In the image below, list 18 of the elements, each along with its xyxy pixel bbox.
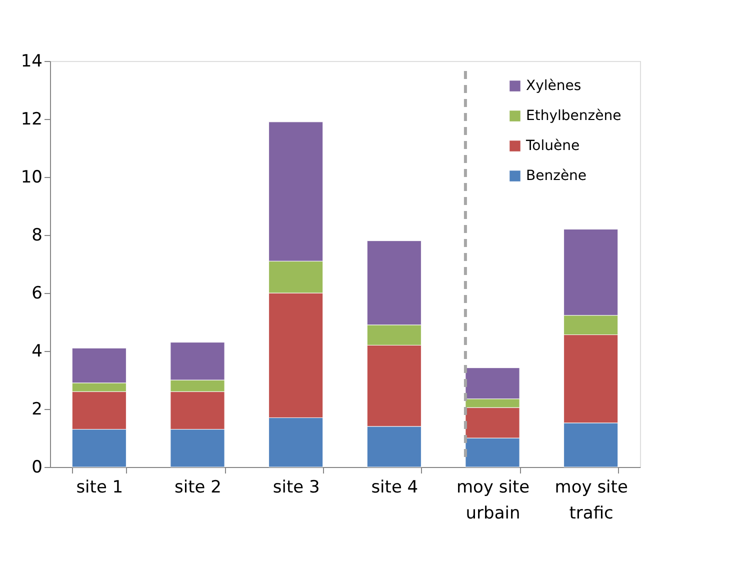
y-tick-label: 4: [32, 342, 42, 362]
legend-label: Xylènes: [526, 78, 582, 94]
x-tick-label: site 4: [371, 478, 418, 498]
legend-label: Toluène: [525, 138, 580, 154]
y-tick-label: 6: [32, 284, 42, 304]
y-tick-label: 14: [20, 52, 42, 72]
y-tick-label: 8: [32, 226, 42, 246]
x-tick-label: site 2: [174, 478, 222, 498]
x-tick-label: site 3: [272, 478, 320, 498]
x-tick-label: site 1: [76, 478, 124, 498]
x-tick-label: moy site urbain: [456, 478, 530, 524]
x-tick-label: moy site trafic: [554, 478, 628, 524]
legend-label: Benzène: [526, 168, 587, 184]
y-tick-label: 10: [20, 168, 42, 188]
y-tick-label: 2: [32, 400, 42, 420]
y-tick-label: 12: [20, 110, 42, 130]
y-tick-label: 0: [32, 458, 42, 478]
legend-label: Ethylbenzène: [526, 108, 622, 124]
